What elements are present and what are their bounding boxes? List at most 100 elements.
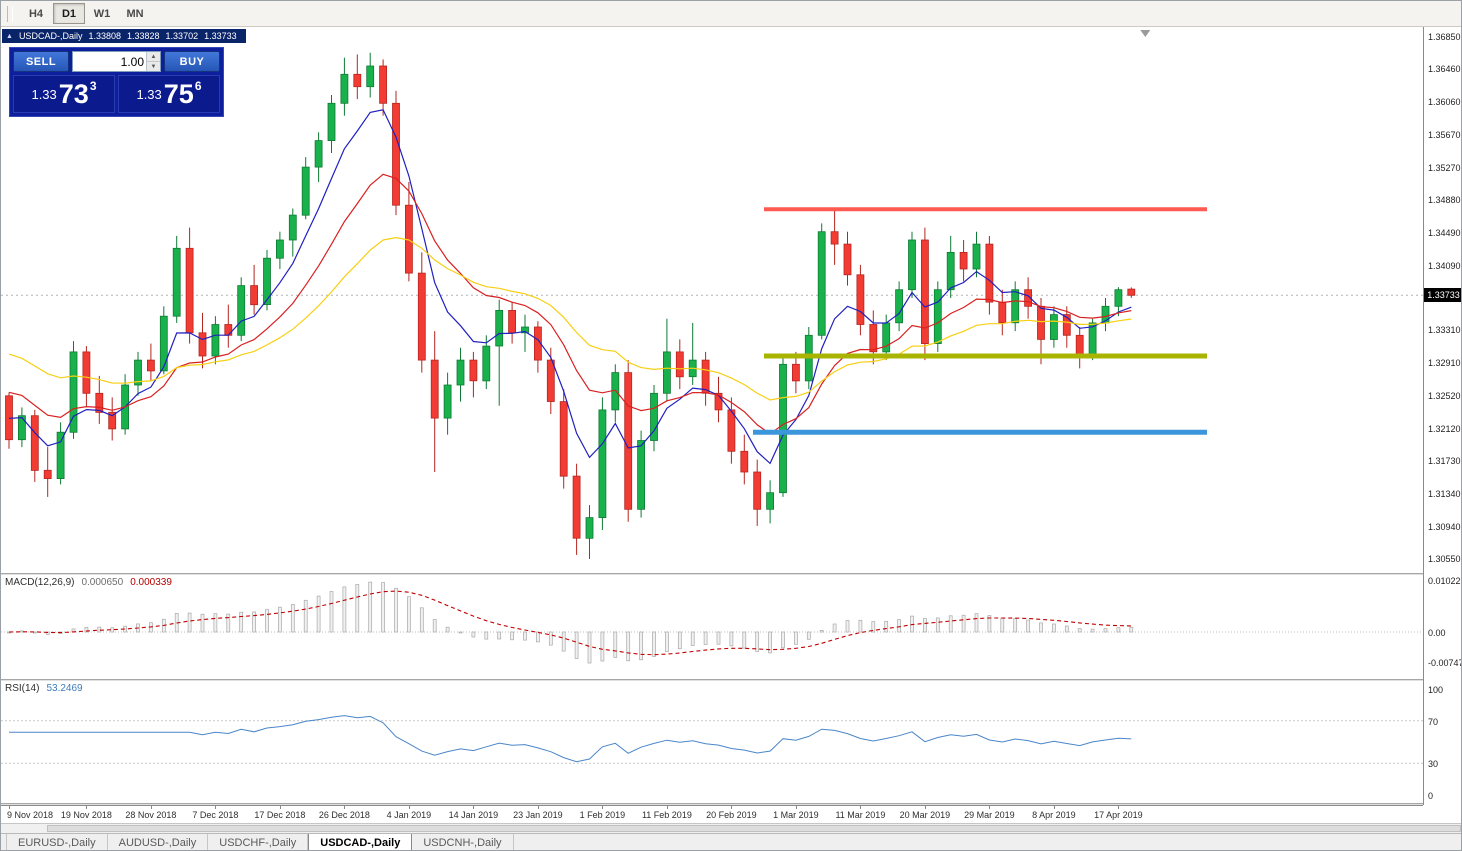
volume-down-button[interactable]: ▼ xyxy=(147,61,160,71)
price-scale-label: 1.34880 xyxy=(1428,195,1461,205)
rsi-scale-100: 100 xyxy=(1428,685,1444,695)
macd-svg[interactable] xyxy=(1,575,1423,679)
timeframe-button-h4[interactable]: H4 xyxy=(28,7,44,20)
rsi-svg[interactable] xyxy=(1,681,1423,803)
time-axis-tick xyxy=(344,806,346,809)
date-label: 14 Jan 2019 xyxy=(448,810,499,820)
sell-price-big: 73 xyxy=(58,78,89,109)
time-axis-tick xyxy=(537,806,539,809)
volume-spinner: ▲ ▼ xyxy=(146,52,160,71)
chart-tab-audusd[interactable]: AUDUSD-,Daily xyxy=(108,834,209,850)
toolbar-grip-icon[interactable] xyxy=(7,5,13,22)
price-scale-label: 1.35270 xyxy=(1428,163,1461,173)
time-axis-separator xyxy=(1,803,1461,805)
macd-panel: MACD(12,26,9) 0.000650 0.000339 xyxy=(1,575,1423,679)
horizontal-scrollbar[interactable] xyxy=(1,823,1461,833)
chart-tab-usdchf[interactable]: USDCHF-,Daily xyxy=(208,834,309,850)
rsi-panel: RSI(14) 53.2469 xyxy=(1,681,1423,803)
date-label: 28 Nov 2018 xyxy=(125,810,177,820)
macd-scale-zero: 0.00 xyxy=(1428,628,1446,638)
rsi-scale-30: 30 xyxy=(1428,759,1439,769)
time-axis-tick xyxy=(602,806,604,809)
price-scale-label: 1.36460 xyxy=(1428,64,1461,74)
rsi-panel-splitter[interactable] xyxy=(1,679,1461,681)
macd-histogram xyxy=(7,581,1134,664)
macd-main-value: 0.000650 xyxy=(81,577,124,588)
time-axis-tick xyxy=(473,806,475,809)
chart-tab-usdcad[interactable]: USDCAD-,Daily xyxy=(308,834,413,850)
fast-ma xyxy=(8,109,1132,465)
rsi-label: RSI(14) xyxy=(5,683,40,694)
sell-button[interactable]: SELL xyxy=(13,51,69,72)
time-axis-tick xyxy=(666,806,668,809)
price-scale-label: 1.31730 xyxy=(1428,456,1461,466)
horizontal-scrollbar-thumb[interactable] xyxy=(47,825,1461,832)
sell-price-pip: 3 xyxy=(89,79,97,93)
chart-symbol-label: USDCAD-,Daily xyxy=(18,31,83,41)
timeframe-button-w1[interactable]: W1 xyxy=(93,7,111,20)
medium-ma xyxy=(8,173,1132,435)
date-label: 23 Jan 2019 xyxy=(513,810,563,820)
price-scale-label: 1.32520 xyxy=(1428,391,1461,401)
date-label: 19 Nov 2018 xyxy=(60,810,112,820)
time-axis-tick xyxy=(9,806,10,809)
buy-button[interactable]: BUY xyxy=(164,51,220,72)
current-price-badge: 1.33733 xyxy=(1424,288,1461,302)
volume-input[interactable] xyxy=(73,52,146,71)
price-scale-label: 1.31340 xyxy=(1428,489,1461,499)
time-axis-tick xyxy=(924,806,926,809)
buy-price-display[interactable]: 1.33 75 6 xyxy=(118,75,220,113)
main-chart-svg[interactable] xyxy=(1,27,1423,573)
date-label: 7 Dec 2018 xyxy=(192,810,239,820)
date-label: 1 Mar 2019 xyxy=(773,810,819,820)
date-label: 20 Mar 2019 xyxy=(899,810,951,820)
time-axis-tick xyxy=(1118,806,1120,809)
rsi-header: RSI(14) 53.2469 xyxy=(5,683,83,694)
macd-scale-bottom: -0.007477 xyxy=(1428,658,1461,668)
macd-panel-splitter[interactable] xyxy=(1,573,1461,575)
chart-shift-icon xyxy=(1140,30,1151,37)
date-label: 26 Dec 2018 xyxy=(318,810,370,820)
time-axis-tick xyxy=(860,806,862,809)
price-scale-label: 1.36060 xyxy=(1428,97,1461,107)
date-label: 17 Apr 2019 xyxy=(1094,810,1143,820)
price-scale-label: 1.33310 xyxy=(1428,325,1461,335)
buy-price-pip: 6 xyxy=(194,79,202,93)
buy-price-base: 1.33 xyxy=(136,86,162,102)
macd-label: MACD(12,26,9) xyxy=(5,577,75,588)
timeframe-button-d1[interactable]: D1 xyxy=(53,3,85,24)
chart-title-strip: ▲ USDCAD-,Daily 1.33808 1.33828 1.33702 … xyxy=(2,29,246,43)
date-label: 8 Apr 2019 xyxy=(1032,810,1076,820)
chart-tab-eurusd[interactable]: EURUSD-,Daily xyxy=(6,834,108,850)
price-scale-column[interactable]: 1.36850 1.36460 1.36060 1.35670 1.35270 1.348… xyxy=(1423,27,1461,805)
rsi-scale-70: 70 xyxy=(1428,717,1439,727)
date-label: 29 Mar 2019 xyxy=(964,810,1015,820)
macd-signal-value: 0.000339 xyxy=(130,577,172,588)
date-label: 17 Dec 2018 xyxy=(254,810,306,820)
time-axis-tick xyxy=(795,806,797,809)
price-scale-label: 1.30550 xyxy=(1428,554,1461,564)
time-axis[interactable]: 9 Nov 2018 19 Nov 2018 28 Nov 2018 7 Dec 20… xyxy=(1,805,1423,823)
date-label: 4 Jan 2019 xyxy=(386,810,432,820)
price-scale-label: 1.34490 xyxy=(1428,228,1461,238)
time-axis-tick xyxy=(1053,806,1055,809)
date-label: 11 Feb 2019 xyxy=(641,810,692,820)
sell-price-base: 1.33 xyxy=(31,86,57,102)
ohlc-high: 1.33828 xyxy=(127,31,160,41)
ohlc-close: 1.33733 xyxy=(204,31,237,41)
one-click-collapse-icon[interactable]: ▲ xyxy=(6,32,13,40)
price-scale-label: 1.34090 xyxy=(1428,261,1461,271)
price-scale-label: 1.32910 xyxy=(1428,358,1461,368)
chart-tab-usdcnh[interactable]: USDCNH-,Daily xyxy=(412,834,514,850)
time-axis-tick xyxy=(279,806,281,809)
volume-up-button[interactable]: ▲ xyxy=(147,52,160,61)
rsi-line xyxy=(9,715,1132,763)
price-scale-label: 1.30940 xyxy=(1428,522,1461,532)
timeframe-toolbar: H4 D1 W1 MN xyxy=(1,1,1461,27)
time-axis-tick xyxy=(86,806,88,809)
date-label: 20 Feb 2019 xyxy=(706,810,757,820)
timeframe-button-mn[interactable]: MN xyxy=(126,7,144,20)
sell-price-display[interactable]: 1.33 73 3 xyxy=(13,75,115,113)
timeframe-buttons: H4 D1 W1 MN xyxy=(20,3,152,24)
